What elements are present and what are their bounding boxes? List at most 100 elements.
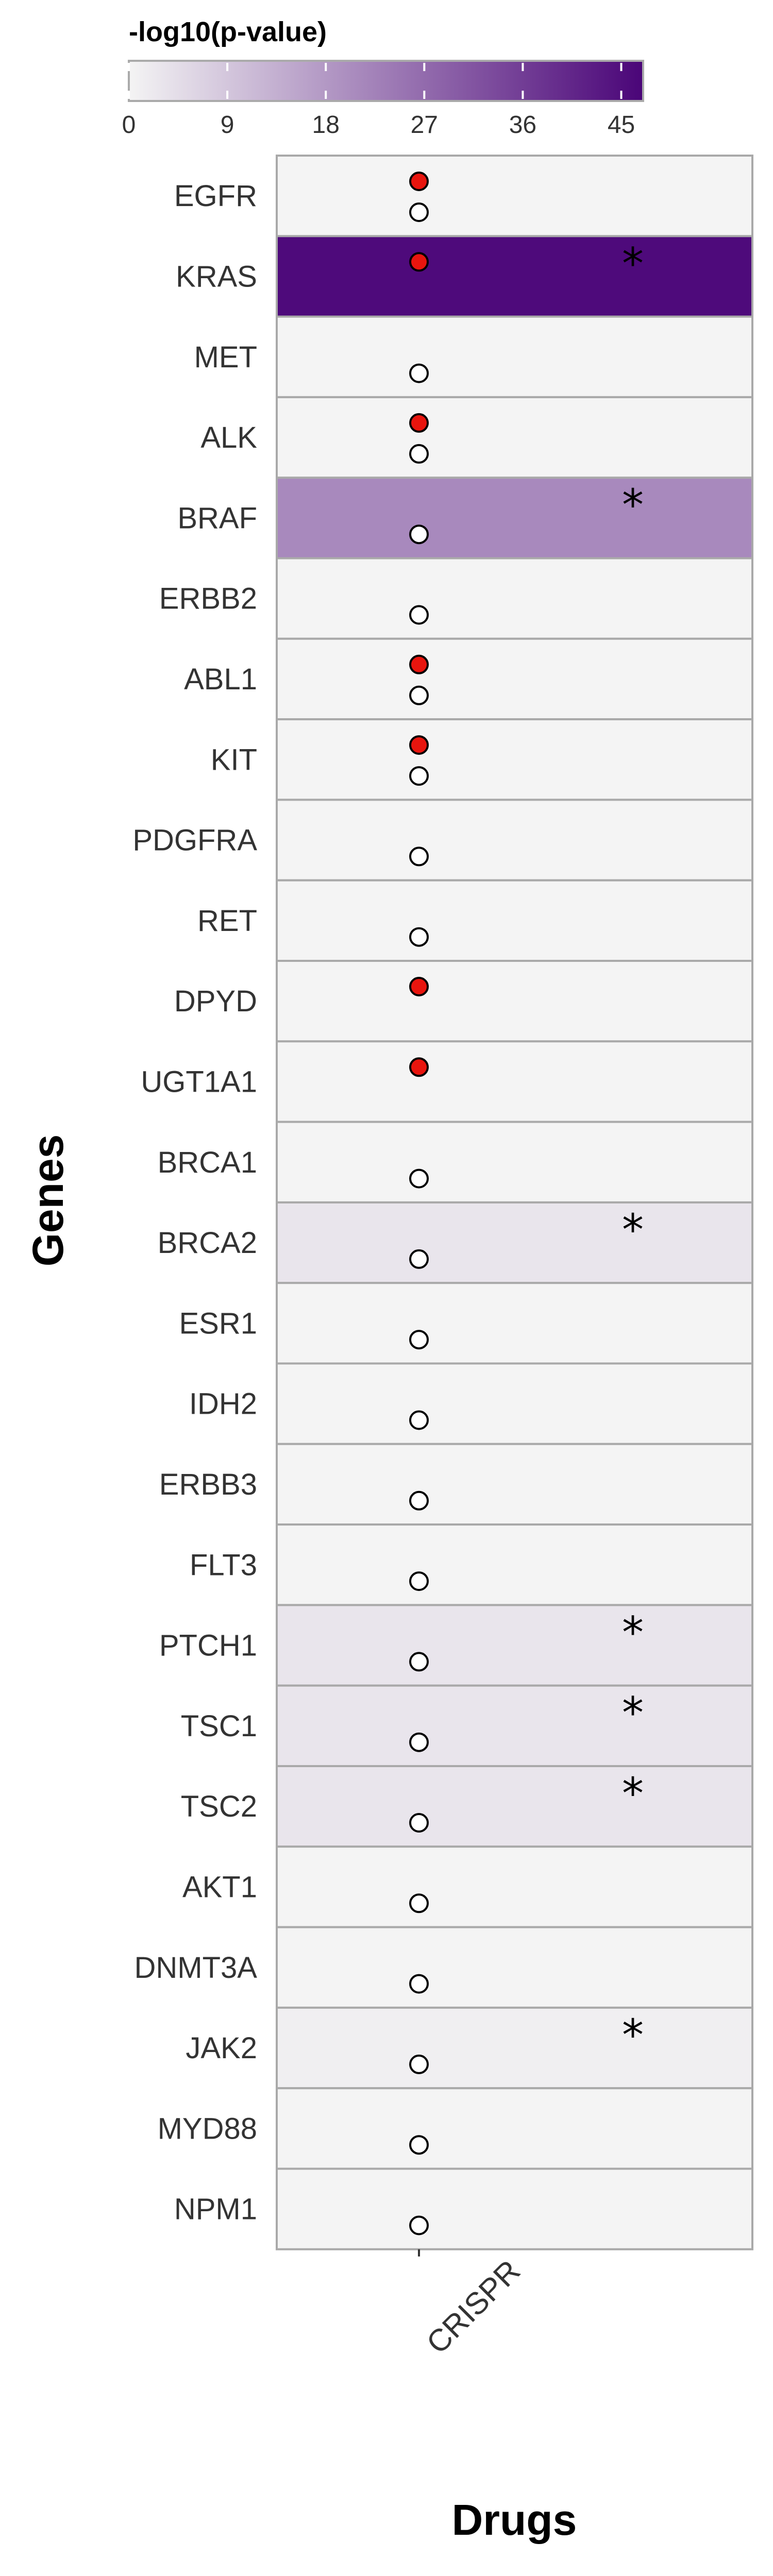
open-dot-marker <box>409 685 429 705</box>
red-dot-marker <box>409 1057 429 1077</box>
heatmap-cell-kit <box>276 718 753 801</box>
colorbar-tick-label: 18 <box>312 111 340 139</box>
heatmap-cell-brca1 <box>276 1121 753 1204</box>
heatmap-cell-tsc1 <box>276 1684 753 1767</box>
red-dot-marker <box>409 654 429 674</box>
open-dot-marker <box>409 1732 429 1752</box>
gene-label-esr1: ESR1 <box>179 1307 257 1340</box>
gene-label-egfr: EGFR <box>174 179 257 213</box>
heatmap-cell-dnmt3a <box>276 1926 753 2009</box>
open-dot-marker <box>409 1893 429 1913</box>
heatmap-cell-pdgfra <box>276 799 753 882</box>
gene-label-idh2: IDH2 <box>189 1387 257 1421</box>
heatmap-cell-abl1 <box>276 637 753 721</box>
colorbar <box>128 60 644 102</box>
heatmap-cell-myd88 <box>276 2087 753 2170</box>
heatmap-cell-ptch1 <box>276 1604 753 1687</box>
heatmap-cell-erbb3 <box>276 1443 753 1526</box>
red-dot-marker <box>409 252 429 272</box>
open-dot-marker <box>409 1330 429 1350</box>
heatmap-cell-egfr <box>276 155 753 238</box>
x-tick-label: CRISPR <box>420 2253 527 2361</box>
gene-label-tsc2: TSC2 <box>181 1790 257 1823</box>
significance-star: * <box>622 1205 644 1255</box>
gene-label-braf: BRAF <box>177 501 257 535</box>
heatmap-cell-brca2 <box>276 1201 753 1284</box>
red-dot-marker <box>409 735 429 755</box>
gene-label-dnmt3a: DNMT3A <box>135 1951 258 1985</box>
heatmap-rows <box>276 155 753 2250</box>
gene-label-ptch1: PTCH1 <box>159 1629 257 1663</box>
gene-label-ret: RET <box>197 904 257 938</box>
heatmap-cell-flt3 <box>276 1523 753 1606</box>
open-dot-marker <box>409 2054 429 2074</box>
gene-label-erbb2: ERBB2 <box>159 582 257 616</box>
gene-label-ugt1a1: UGT1A1 <box>141 1065 257 1098</box>
colorbar-tick-label: 0 <box>122 111 136 139</box>
heatmap-cell-alk <box>276 396 753 479</box>
significance-star: * <box>622 1688 644 1738</box>
gene-label-erbb3: ERBB3 <box>159 1468 257 1501</box>
heatmap-cell-met <box>276 315 753 398</box>
heatmap-cell-braf <box>276 477 753 560</box>
significance-star: * <box>622 1607 644 1657</box>
gene-label-brca2: BRCA2 <box>158 1226 257 1260</box>
heatmap-cell-esr1 <box>276 1282 753 1365</box>
open-dot-marker <box>409 202 429 222</box>
heatmap-cell-kras <box>276 235 753 318</box>
colorbar-tick-label: 45 <box>608 111 635 139</box>
open-dot-marker <box>409 2135 429 2155</box>
red-dot-marker <box>409 172 429 191</box>
open-dot-marker <box>409 444 429 464</box>
open-dot-marker <box>409 1490 429 1511</box>
significance-star: * <box>622 238 644 289</box>
colorbar-tick-label: 9 <box>221 111 234 139</box>
gene-label-dpyd: DPYD <box>174 985 257 1018</box>
x-axis-ticks: CRISPR <box>418 2249 527 2361</box>
red-dot-marker <box>409 413 429 433</box>
gene-label-pdgfra: PDGFRA <box>132 824 257 857</box>
heatmap-cell-tsc2 <box>276 1765 753 1848</box>
gene-label-akt1: AKT1 <box>182 1870 257 1904</box>
colorbar-tick-label: 36 <box>509 111 536 139</box>
x-axis-title: Drugs <box>452 2496 577 2544</box>
open-dot-marker <box>409 927 429 947</box>
heatmap-cell-jak2 <box>276 2006 753 2090</box>
open-dot-marker <box>409 1249 429 1269</box>
heatmap-cell-idh2 <box>276 1362 753 1445</box>
open-dot-marker <box>409 2215 429 2235</box>
heatmap-cell-dpyd <box>276 960 753 1043</box>
colorbar-ticks: 0 9 18 27 36 45 <box>122 63 635 139</box>
gene-label-tsc1: TSC1 <box>181 1709 257 1743</box>
significance-star: * <box>622 1768 644 1819</box>
open-dot-marker <box>409 1168 429 1189</box>
heatmap-cell-npm1 <box>276 2167 753 2250</box>
gene-label-kit: KIT <box>211 743 257 776</box>
open-dot-marker <box>409 846 429 867</box>
gene-labels: EGFR KRAS MET ALK BRAF ERBB2 ABL1 KIT PDGFRA RET D… <box>132 179 257 2226</box>
gene-label-myd88: MYD88 <box>158 2112 257 2145</box>
gene-label-kras: KRAS <box>176 260 257 293</box>
gene-label-met: MET <box>194 341 257 374</box>
gene-label-abl1: ABL1 <box>184 663 257 696</box>
gene-label-brca1: BRCA1 <box>158 1146 257 1179</box>
significance-star: * <box>622 480 644 530</box>
open-dot-marker <box>409 363 429 383</box>
open-dot-marker <box>409 1571 429 1591</box>
heatmap-cell-akt1 <box>276 1845 753 1928</box>
open-dot-marker <box>409 766 429 786</box>
colorbar-tick-label: 27 <box>411 111 438 139</box>
colorbar-title: -log10(p-value) <box>129 16 327 47</box>
red-dot-marker <box>409 977 429 996</box>
gene-label-npm1: NPM1 <box>174 2193 257 2226</box>
gene-label-jak2: JAK2 <box>186 2031 257 2065</box>
open-dot-marker <box>409 1652 429 1672</box>
open-dot-marker <box>409 1974 429 1994</box>
open-dot-marker <box>409 1410 429 1430</box>
heatmap-cell-ugt1a1 <box>276 1040 753 1123</box>
open-dot-marker <box>409 605 429 625</box>
y-axis-title: Genes <box>24 1134 72 1267</box>
gene-label-flt3: FLT3 <box>190 1548 257 1582</box>
heatmap-cell-erbb2 <box>276 557 753 640</box>
